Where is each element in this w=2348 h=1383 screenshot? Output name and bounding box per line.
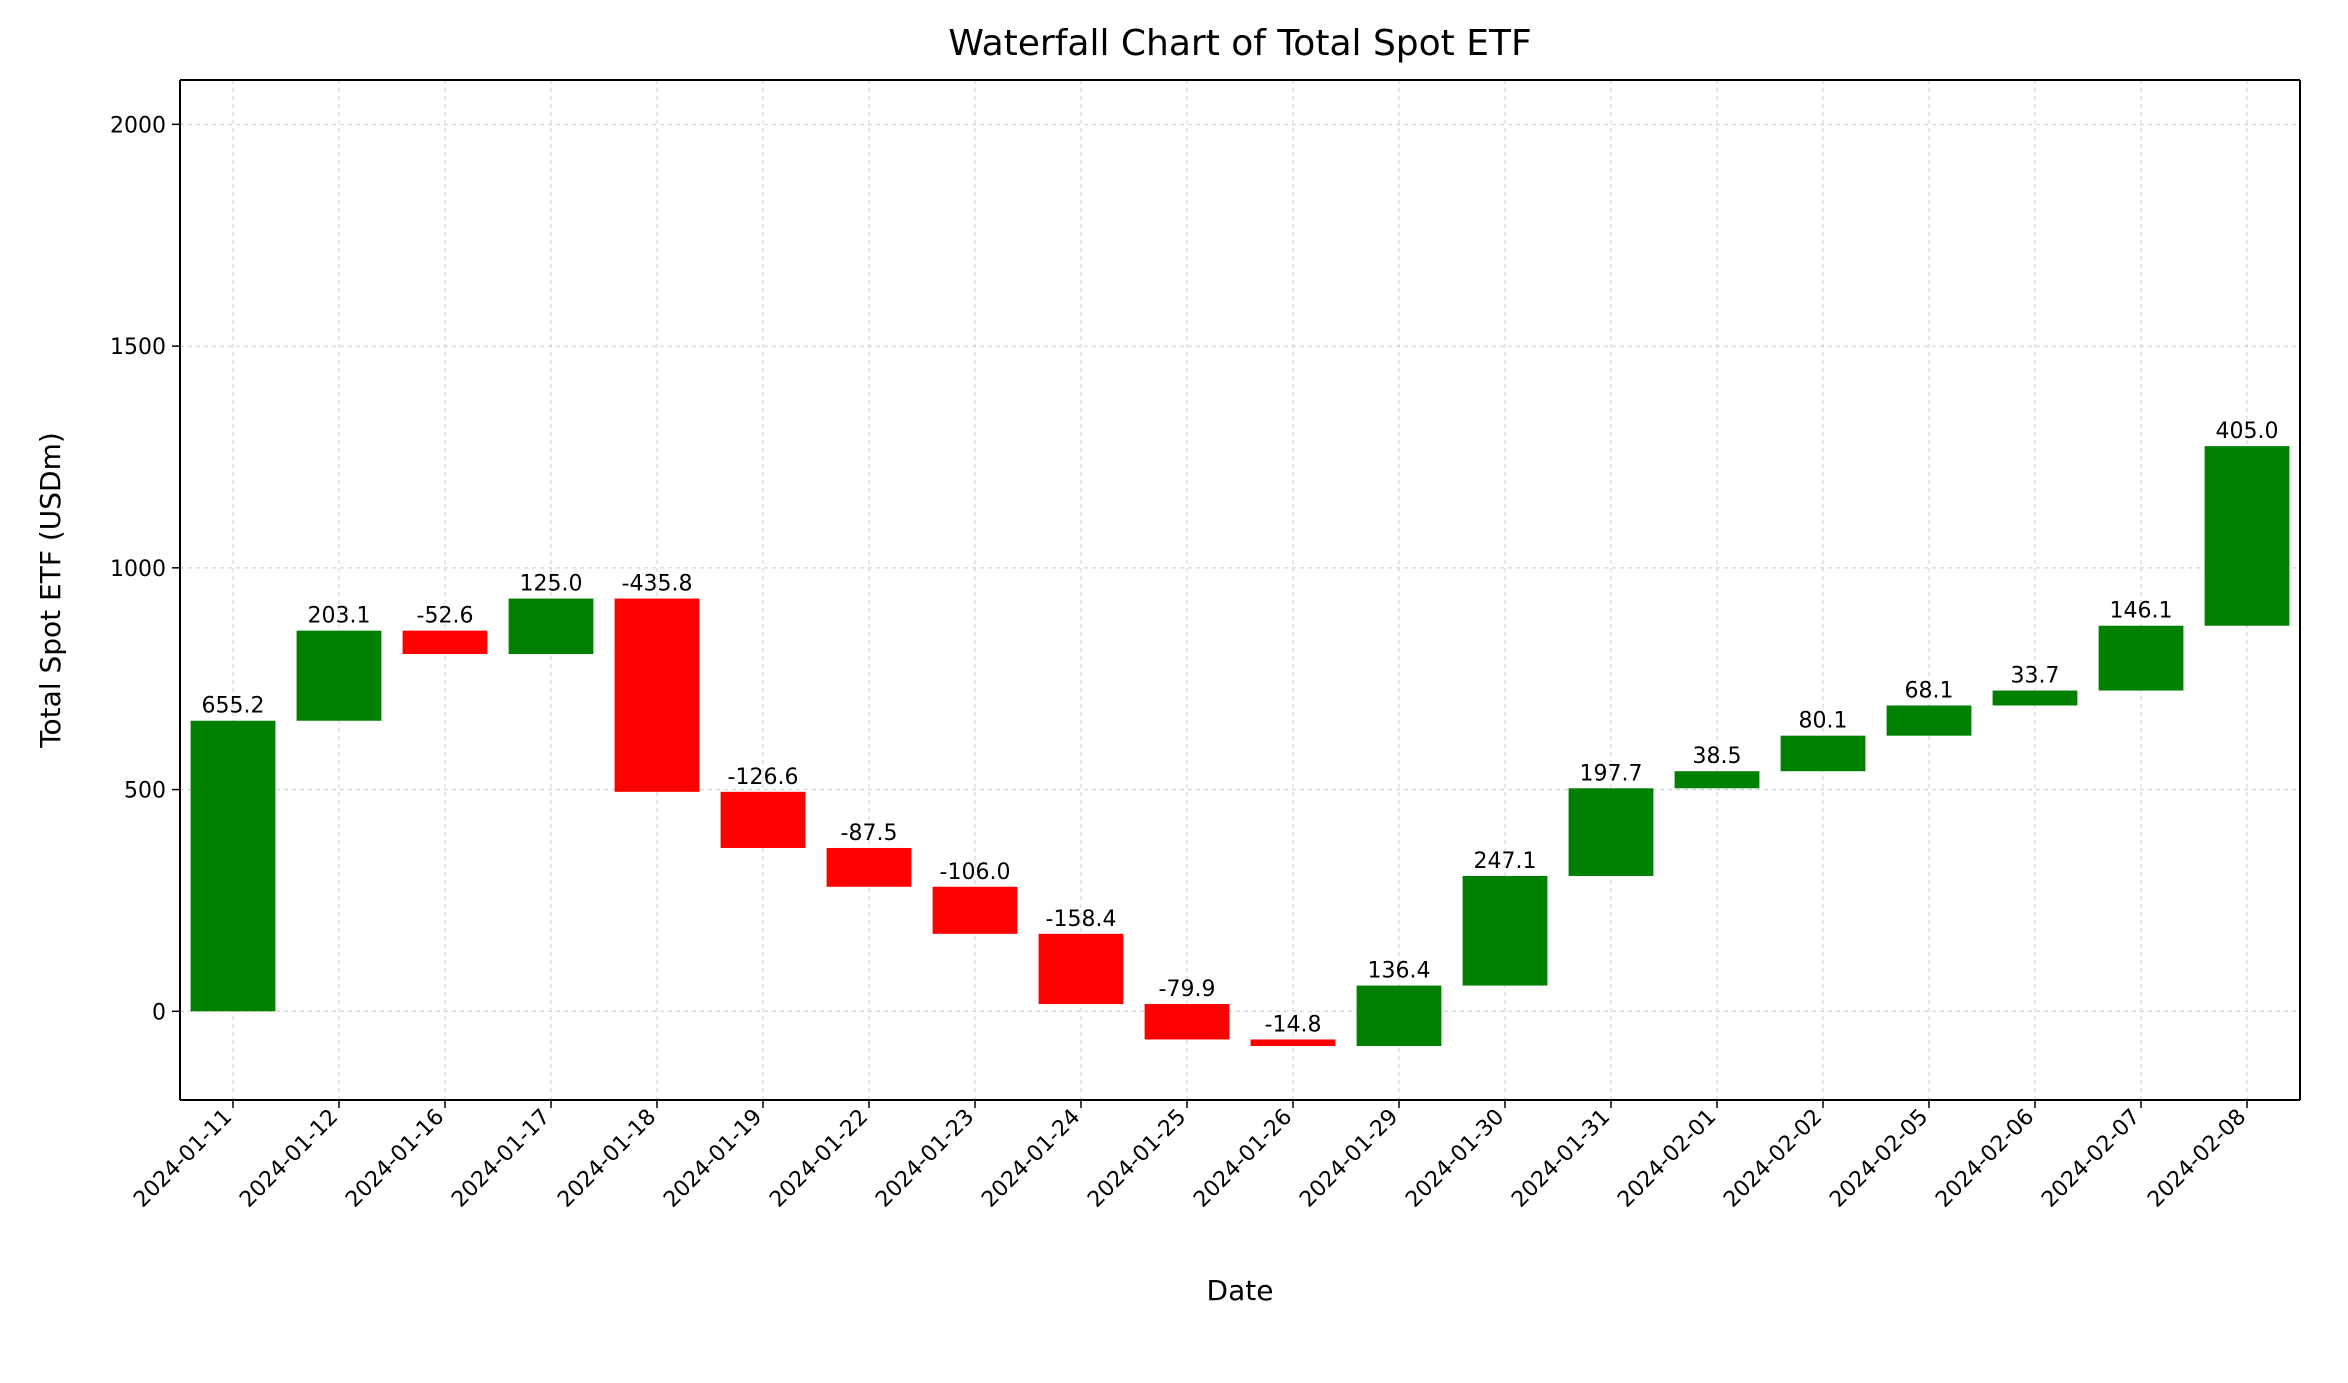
ytick-label: 0 [152,1000,166,1025]
bar-value-label: 247.1 [1474,849,1537,874]
waterfall-bar [2205,446,2290,626]
bar-value-label: 33.7 [2011,664,2060,689]
waterfall-bar [1463,876,1548,986]
waterfall-chart: 0 500 1000 1500 2000 655.2 203.1 -52.6 125.0 -435… [0,0,2348,1383]
bar-value-label: -87.5 [841,821,898,846]
y-axis-label: Total Spot ETF (USDm) [34,432,67,749]
waterfall-bar [1781,736,1866,772]
bar-value-label: 136.4 [1368,959,1431,984]
bar-value-label: -79.9 [1159,977,1216,1002]
waterfall-bar [1569,788,1654,876]
bar-value-label: -14.8 [1265,1012,1322,1037]
waterfall-bar [1357,986,1442,1046]
waterfall-bar [1675,771,1760,788]
ytick-label: 1000 [110,557,166,582]
bar-value-label: 197.7 [1580,761,1643,786]
bar-value-label: -126.6 [728,765,799,790]
waterfall-bar [615,599,700,792]
waterfall-bar [721,792,806,848]
bar-value-label: 146.1 [2110,599,2173,624]
waterfall-bar [1993,691,2078,706]
waterfall-bar [1145,1004,1230,1039]
bar-value-label: 38.5 [1693,744,1742,769]
waterfall-bar [2099,626,2184,691]
x-axis-label: Date [1207,1274,1274,1307]
waterfall-bar [1887,705,1972,735]
bar-value-label: -106.0 [940,860,1011,885]
bar-value-label: 203.1 [308,604,371,629]
bar-value-label: 405.0 [2216,419,2279,444]
bar-value-label: 68.1 [1905,678,1954,703]
bar-value-label: 125.0 [520,572,583,597]
bar-value-label: -435.8 [622,572,693,597]
bar-value-label: -158.4 [1046,907,1117,932]
waterfall-bar [1251,1039,1336,1046]
ytick-label: 500 [124,779,166,804]
ytick-label: 2000 [110,113,166,138]
chart-svg: 0 500 1000 1500 2000 655.2 203.1 -52.6 125.0 -435… [0,0,2348,1383]
waterfall-bar [509,599,594,654]
waterfall-bar [1039,934,1124,1004]
waterfall-bar [933,887,1018,934]
waterfall-bar [403,631,488,654]
ytick-label: 1500 [110,335,166,360]
bar-value-label: 80.1 [1799,709,1848,734]
waterfall-bar [297,631,382,721]
bar-value-label: -52.6 [417,604,474,629]
waterfall-bar [827,848,912,887]
chart-title: Waterfall Chart of Total Spot ETF [948,23,1531,64]
waterfall-bar [191,721,276,1012]
bar-value-label: 655.2 [202,694,265,719]
